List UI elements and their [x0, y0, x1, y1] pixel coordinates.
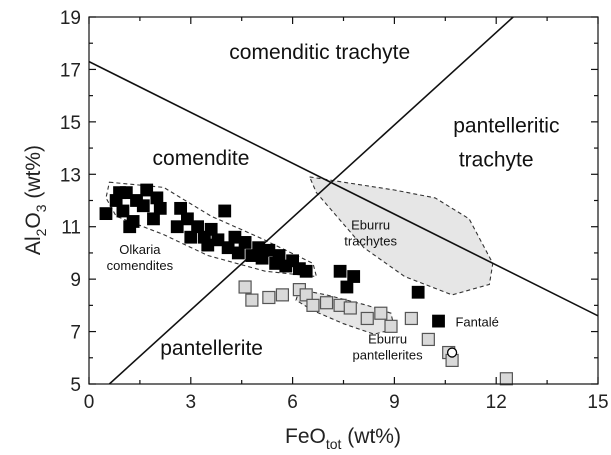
filled-square-point	[191, 220, 204, 234]
open-square-point	[404, 311, 418, 326]
y-tick-label-7: 19	[60, 8, 81, 29]
region-label-2: trachyte	[459, 148, 534, 171]
filled-square-point	[211, 233, 225, 247]
open-square-point	[499, 372, 513, 386]
filled-square-point	[153, 201, 167, 215]
filled-square-point	[347, 270, 361, 283]
filled-square-point	[272, 249, 286, 262]
filled-square-point	[218, 204, 232, 218]
filled-square-point	[136, 199, 150, 213]
field-label-0: Eburru	[351, 217, 390, 232]
filled-square-point	[113, 186, 126, 200]
filled-square-point	[238, 236, 252, 249]
open-square-point	[238, 280, 252, 294]
annotation-label-0: Fantalé	[455, 314, 498, 329]
filled-square-point	[147, 212, 160, 226]
field-outline-0	[308, 176, 494, 296]
filled-square-point	[411, 285, 425, 299]
field-outline-2	[105, 181, 318, 278]
y-tick-label-1: 7	[70, 323, 81, 344]
filled-square-point	[184, 230, 198, 244]
x-tick-label-1: 3	[186, 392, 197, 413]
filled-square-point	[170, 220, 184, 234]
x-tick-label-5: 15	[587, 392, 608, 413]
open-square-point	[360, 311, 374, 326]
open-square-point	[374, 306, 388, 320]
region-label-4: pantellerite	[160, 337, 263, 360]
y-tick-label-6: 17	[60, 60, 81, 81]
open-square-point	[299, 288, 313, 302]
region-label-0: comenditic trachyte	[229, 41, 410, 64]
axes: 0 3 6 9 12 15 5 7 9 11 13 15 17 19	[60, 8, 609, 413]
filled-square-point	[140, 183, 154, 197]
open-circle-point	[446, 347, 458, 358]
filled-square-point	[123, 220, 137, 234]
y-tick-label-3: 11	[61, 218, 81, 239]
open-square-point	[343, 301, 357, 315]
boundary-line-0	[89, 60, 598, 317]
filled-square-point	[231, 246, 245, 260]
data-points	[99, 183, 513, 386]
region-label-3: comendite	[153, 147, 250, 170]
x-tick-label-4: 12	[486, 392, 507, 413]
filled-square-point	[116, 204, 130, 218]
filled-square-point	[204, 222, 218, 236]
y-tick-label-5: 15	[60, 113, 81, 134]
field-label-0: trachytes	[344, 233, 397, 248]
field-label-1: pantellerites	[353, 347, 424, 362]
open-square-point	[275, 288, 290, 302]
filled-square-point	[340, 280, 354, 294]
compositional-fields	[105, 176, 494, 335]
field-label-2: comendites	[107, 258, 174, 273]
open-square-point	[306, 298, 320, 312]
open-square-point	[421, 332, 435, 347]
field-label-2: Olkaria	[119, 242, 161, 257]
chart-labels: comenditic trachyte pantelleritic trachyte…	[107, 41, 560, 362]
x-axis-title: FeOtot (wt%)	[285, 425, 401, 452]
open-square-point	[245, 293, 259, 307]
filled-square-point	[333, 264, 347, 278]
filled-square-point	[181, 212, 194, 226]
y-axis-title: Al2O3 (wt%)	[22, 145, 49, 255]
boundary-line-1	[108, 17, 514, 384]
filled-square-point	[299, 264, 313, 278]
region-label-1: pantelleritic	[453, 114, 559, 137]
open-square-point	[319, 296, 334, 310]
filled-square-point	[432, 314, 445, 328]
filled-square-point	[174, 201, 188, 215]
filled-square-point	[99, 207, 113, 221]
y-tick-label-2: 9	[70, 270, 81, 291]
x-tick-label-3: 9	[389, 392, 400, 413]
x-tick-label-2: 6	[287, 392, 298, 413]
open-square-point	[384, 319, 398, 333]
open-square-point	[262, 290, 276, 305]
field-label-1: Eburru	[368, 331, 407, 346]
y-tick-label-4: 13	[60, 165, 81, 186]
y-tick-label-0: 5	[70, 375, 81, 396]
classification-boundaries	[89, 17, 598, 384]
x-tick-label-0: 0	[84, 392, 95, 413]
